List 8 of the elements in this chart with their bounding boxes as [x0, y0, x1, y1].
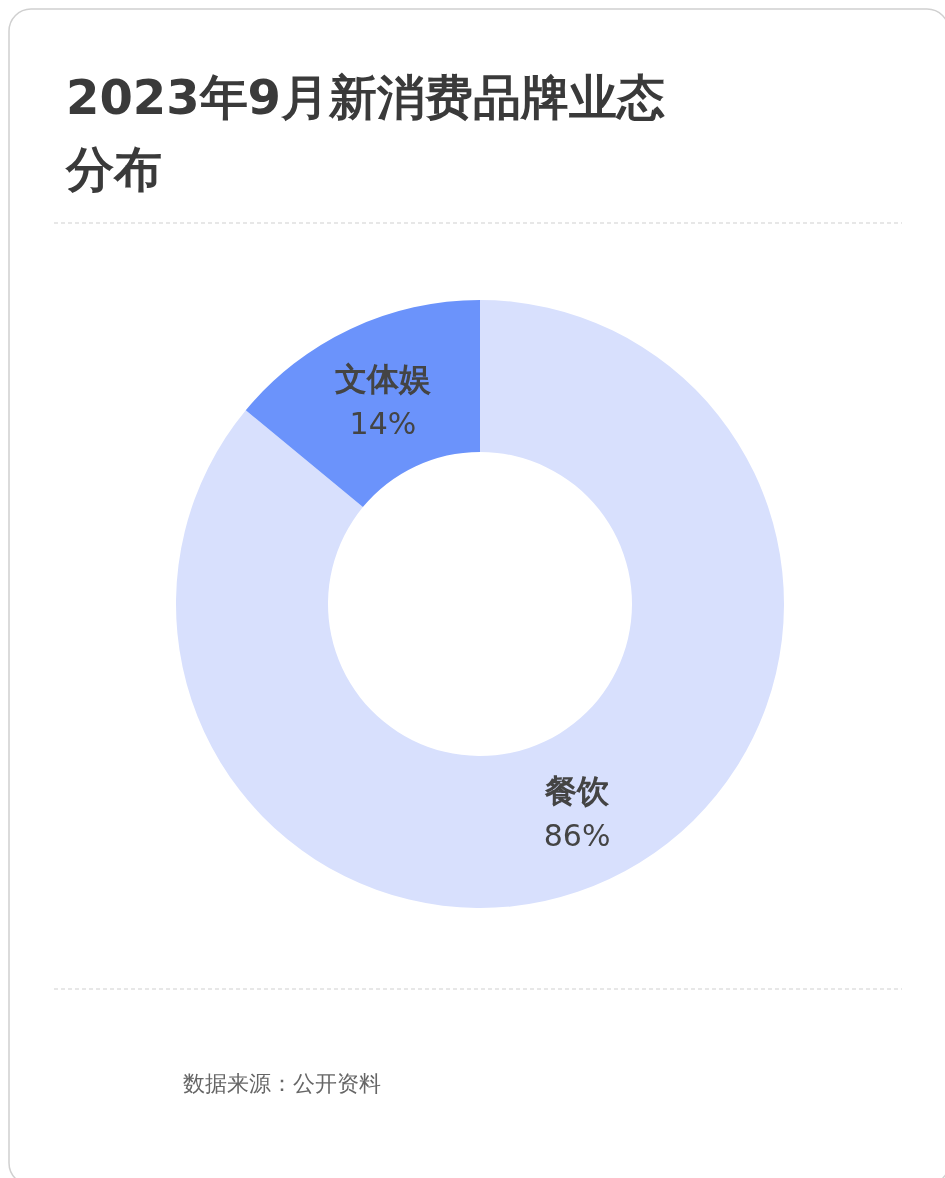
slice-label: 餐饮	[544, 772, 611, 811]
slice-label: 文体娱	[334, 359, 431, 398]
donut-slice	[245, 300, 480, 508]
data-label: 14%	[349, 405, 417, 441]
source-note: 数据来源：公开资料	[183, 1071, 381, 1096]
donut-slice	[176, 300, 784, 908]
chart-title: 2023年9月新消费品牌业态分布	[65, 69, 665, 197]
data-label: 86%	[543, 818, 611, 854]
